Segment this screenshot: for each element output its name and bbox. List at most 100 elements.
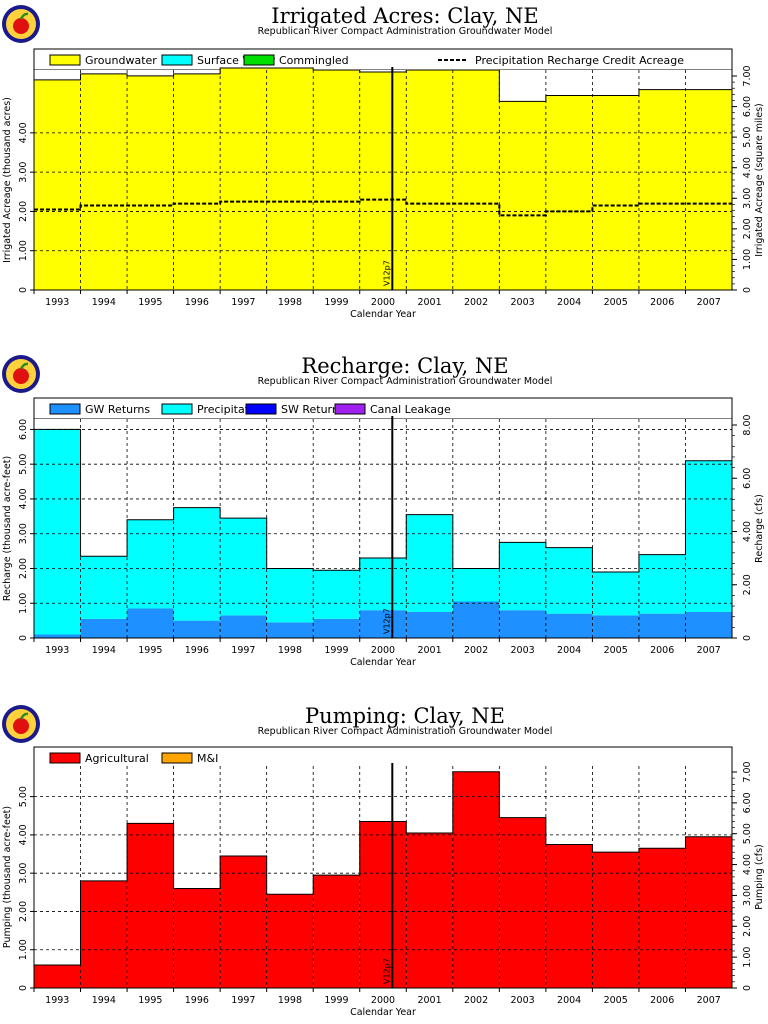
bar — [592, 571, 639, 616]
y-tick-label: 1.00 — [18, 240, 29, 261]
panel-3-series-agricultural — [34, 771, 732, 988]
legend-swatch — [49, 54, 81, 66]
x-tick-label: 1999 — [324, 995, 348, 1006]
bar — [499, 542, 546, 611]
x-tick-label: 1997 — [231, 645, 255, 656]
bar — [173, 507, 221, 621]
legend-item: M&I — [161, 752, 218, 765]
y-right-tick-label: 7.00 — [742, 761, 753, 782]
x-tick-label: 2000 — [371, 645, 395, 656]
bar — [313, 875, 360, 988]
y-right-tick-label: 1.00 — [742, 947, 753, 968]
x-tick-label: 1995 — [138, 995, 162, 1006]
y-tick-label: 0 — [18, 287, 29, 293]
legend-item: Precipitation Recharge Credit Acreage — [438, 54, 684, 67]
panel-2-logo — [2, 355, 40, 393]
x-tick-label: 1993 — [45, 297, 69, 308]
bar — [359, 558, 407, 611]
bar — [638, 89, 686, 291]
x-tick-label: 2005 — [604, 297, 628, 308]
x-tick-label: 1994 — [92, 645, 116, 656]
leaf-icon — [19, 712, 29, 720]
y-tick-label: 5.00 — [18, 454, 29, 475]
legend-item: GW Returns — [49, 403, 150, 416]
panel-2-legend: GW Returns Precipitation SW Returns Canal L… — [33, 397, 733, 420]
legend-swatch — [161, 752, 193, 764]
y-right-tick-label: 2.00 — [742, 574, 753, 595]
x-tick-label: 1996 — [185, 645, 209, 656]
y-right-tick-label: 2.00 — [742, 218, 753, 239]
legend-item: SW Returns — [245, 403, 345, 416]
y-right-tick-label: 5.00 — [742, 127, 753, 148]
x-tick-label: 1993 — [45, 645, 69, 656]
y-right-tick-label: 7.00 — [742, 65, 753, 86]
bar — [80, 73, 128, 290]
panel-2-y-axis-label: Recharge (thousand acre-feet) — [2, 456, 13, 601]
x-tick-label: 1997 — [231, 297, 255, 308]
x-tick-label: 2007 — [697, 995, 721, 1006]
bar — [545, 613, 593, 638]
bar — [359, 610, 407, 638]
panel-1-frame — [33, 48, 733, 291]
panel-3-frame — [33, 746, 733, 989]
legend-item: Commingled — [243, 54, 349, 67]
x-tick-label: 1999 — [324, 297, 348, 308]
legend-swatch — [49, 752, 81, 764]
x-tick-label: 2007 — [697, 645, 721, 656]
legend-swatch — [245, 403, 277, 415]
x-tick-label: 1996 — [185, 297, 209, 308]
bar — [127, 823, 174, 988]
bar — [685, 460, 732, 612]
x-tick-label: 2001 — [417, 995, 441, 1006]
y-tick-label: 4.00 — [18, 824, 29, 845]
panel-1-y-axis-label: Irrigated Acreage (thousand acres) — [2, 97, 13, 263]
bar — [406, 611, 453, 638]
legend-item: Groundwater — [49, 54, 157, 67]
panel-2-series-outline — [34, 428, 732, 573]
bar — [545, 95, 593, 291]
apple-icon — [13, 718, 29, 734]
x-tick-label: 1995 — [138, 297, 162, 308]
panel-3-x-axis-label: Calendar Year — [350, 1007, 416, 1018]
panel-3-logo — [2, 705, 40, 743]
bar — [406, 514, 453, 612]
legend-swatch — [161, 403, 193, 415]
panel-1-series-groundwater — [34, 68, 732, 291]
apple-icon — [13, 368, 29, 384]
x-tick-label: 1998 — [278, 297, 302, 308]
bar — [685, 611, 732, 638]
y-tick-label: 1.00 — [18, 593, 29, 614]
panel-1-grid — [34, 70, 732, 290]
leaf-icon — [19, 362, 29, 370]
x-tick-label: 2004 — [557, 995, 581, 1006]
bar — [452, 70, 500, 290]
panel-1-vline-label: V12p7 — [382, 260, 391, 286]
bar — [266, 568, 314, 623]
y-right-tick-label: 0 — [742, 635, 753, 641]
panel-2-x-axis-label: Calendar Year — [350, 657, 416, 668]
x-tick-label: 1998 — [278, 995, 302, 1006]
x-tick-label: 2003 — [511, 645, 535, 656]
legend-label: Commingled — [279, 54, 349, 67]
panel-3-vline-label: V12p7 — [382, 958, 391, 984]
x-tick-label: 1994 — [92, 995, 116, 1006]
y-tick-label: 0 — [18, 635, 29, 641]
bar — [313, 70, 360, 290]
legend-label: Agricultural — [85, 752, 149, 765]
x-tick-label: 2001 — [417, 297, 441, 308]
panel-2-subtitle: Republican River Compact Administration … — [258, 376, 553, 387]
bar — [638, 848, 686, 988]
bar — [685, 89, 732, 291]
x-tick-label: 2005 — [604, 645, 628, 656]
panel-3-subtitle: Republican River Compact Administration … — [258, 726, 553, 737]
x-tick-label: 2004 — [557, 645, 581, 656]
panel-3-y-axis-label: Pumping (thousand acre-feet) — [2, 806, 13, 948]
x-tick-label: 1998 — [278, 645, 302, 656]
legend-label: M&I — [197, 752, 218, 765]
bar — [313, 618, 360, 638]
x-tick-label: 1999 — [324, 645, 348, 656]
y-right-tick-label: 4.00 — [742, 521, 753, 542]
panel-2-series-gw-returns — [34, 601, 732, 638]
